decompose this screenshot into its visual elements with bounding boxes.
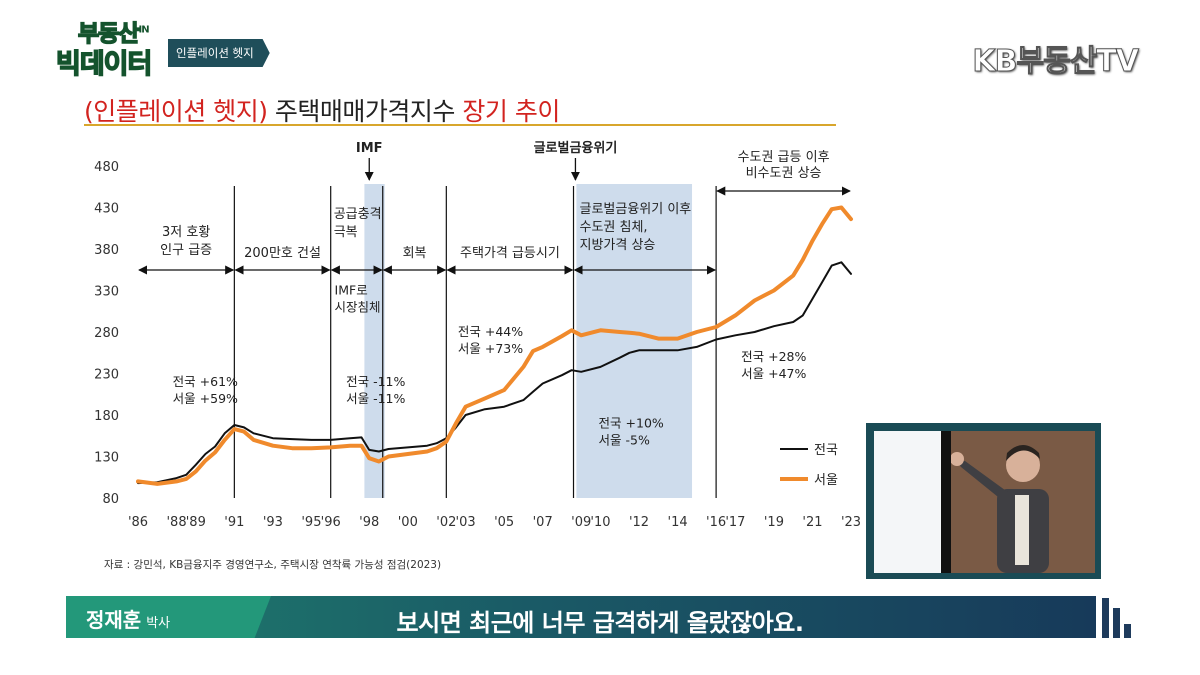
y-tick-label-5: 330 bbox=[94, 285, 119, 300]
x-tick-label-7: '98 bbox=[359, 515, 379, 530]
period-label-4: 주택가격 급등시기 bbox=[460, 246, 560, 261]
speaker-tag bbox=[66, 596, 271, 638]
speaker-name: 정재훈 박사 bbox=[86, 604, 170, 633]
x-tick-label-2: '89 bbox=[186, 515, 206, 530]
legend-label-1: 서울 bbox=[814, 473, 838, 488]
y-tick-label-2: 180 bbox=[94, 409, 119, 424]
y-tick-label-8: 480 bbox=[94, 160, 119, 175]
series-line-1 bbox=[136, 205, 853, 486]
annotation-1: IMF로 시장침체 bbox=[335, 283, 381, 315]
title-part2: 주택매매가격지수 bbox=[267, 97, 463, 126]
title-part3: 장기 추이 bbox=[462, 97, 560, 126]
x-tick-label-6: '96 bbox=[321, 515, 341, 530]
annotation-4: 전국 +10% 서울 -5% bbox=[599, 415, 664, 447]
x-tick-label-15: '12 bbox=[629, 515, 649, 530]
x-tick-label-13: '09 bbox=[571, 515, 591, 530]
y-tick-label-3: 230 bbox=[94, 368, 119, 383]
series-line-0 bbox=[137, 261, 852, 485]
price-index-chart: 80 130 180 230 280 330 380 430 480 '86 '88'89 '91 '9… bbox=[94, 140, 861, 530]
annotation-2: 전국 -11% 서울 -11% bbox=[346, 374, 405, 406]
speaker-video bbox=[866, 423, 1101, 579]
channel-logo: KB부동산TV bbox=[972, 44, 1140, 80]
x-tick-label-10: '03 bbox=[456, 515, 476, 530]
x-tick-label-12: '07 bbox=[533, 515, 553, 530]
segment-tag: 인플레이션 헷지 bbox=[168, 39, 270, 67]
x-tick-label-3: '91 bbox=[224, 515, 244, 530]
x-tick-label-0: '86 bbox=[128, 515, 148, 530]
video-frame bbox=[941, 431, 951, 573]
x-tick-label-16: '14 bbox=[668, 515, 688, 530]
period-label-3: 회복 bbox=[403, 246, 427, 261]
speaker-name-text: 정재훈 bbox=[86, 608, 142, 632]
x-tick-label-8: '00 bbox=[398, 515, 418, 530]
x-tick-label-18: '17 bbox=[725, 515, 745, 530]
x-tick-label-14: '10 bbox=[590, 515, 610, 530]
title-part1: (인플레이션 헷지) bbox=[84, 97, 268, 126]
period-label-0: 3저 호황 인구 급증 bbox=[160, 225, 212, 258]
shaded-period-1 bbox=[576, 184, 693, 498]
x-tick-label-17: '16 bbox=[706, 515, 726, 530]
x-tick-label-4: '93 bbox=[263, 515, 283, 530]
source-note: 자료 : 강민석, KB금융지주 경영연구소, 주택시장 연착륙 가능성 점검(… bbox=[104, 559, 442, 571]
x-tick-label-21: '23 bbox=[841, 515, 861, 530]
event-marker-label-1: 글로벌금융위기 bbox=[534, 140, 618, 156]
annotation-3: 전국 +44% 서울 +73% bbox=[458, 324, 523, 356]
bars-logo-icon bbox=[1102, 596, 1138, 638]
period-label-1: 200만호 건설 bbox=[244, 246, 321, 261]
x-tick-label-9: '02 bbox=[436, 515, 456, 530]
x-tick-label-11: '05 bbox=[494, 515, 514, 530]
x-tick-label-1: '88 bbox=[166, 515, 186, 530]
legend-label-0: 전국 bbox=[814, 443, 838, 458]
logo-in: IN bbox=[138, 24, 149, 36]
y-tick-label-0: 80 bbox=[102, 492, 119, 507]
annotation-0: 전국 +61% 서울 +59% bbox=[173, 374, 238, 406]
y-tick-label-7: 430 bbox=[94, 202, 119, 217]
x-tick-label-5: '95 bbox=[301, 515, 321, 530]
annotation-5: 전국 +28% 서울 +47% bbox=[741, 349, 806, 381]
period-label-2: 공급충격 극복 bbox=[334, 207, 382, 240]
y-tick-label-6: 380 bbox=[94, 243, 119, 258]
period-label-5: 글로벌금융위기 이후 수도권 침체, 지방가격 상승 bbox=[580, 202, 692, 253]
y-tick-label-4: 280 bbox=[94, 326, 119, 341]
logo-line2: 빅데이터 bbox=[55, 48, 153, 81]
speaker-title: 박사 bbox=[146, 616, 171, 631]
x-tick-label-20: '21 bbox=[802, 515, 822, 530]
video-screen bbox=[874, 431, 944, 573]
video-background bbox=[950, 431, 1095, 573]
shaded-period-0 bbox=[364, 184, 385, 498]
x-tick-label-19: '19 bbox=[764, 515, 784, 530]
subtitle-caption: 보시면 최근에 너무 급격하게 올랐잖아요. bbox=[396, 609, 804, 637]
slide-title: (인플레이션 헷지) 주택매매가격지수 장기 추이 bbox=[84, 92, 560, 128]
program-logo: 부동산IN 빅데이터 bbox=[55, 14, 174, 81]
period-label-6: 수도권 급등 이후 비수도권 상승 bbox=[738, 150, 830, 181]
logo-line1: 부동산IN bbox=[77, 20, 149, 48]
speaker-figure-icon bbox=[950, 445, 1049, 573]
event-marker-label-0: IMF bbox=[356, 141, 383, 156]
title-rule bbox=[84, 124, 836, 126]
y-tick-label-1: 130 bbox=[94, 451, 119, 466]
